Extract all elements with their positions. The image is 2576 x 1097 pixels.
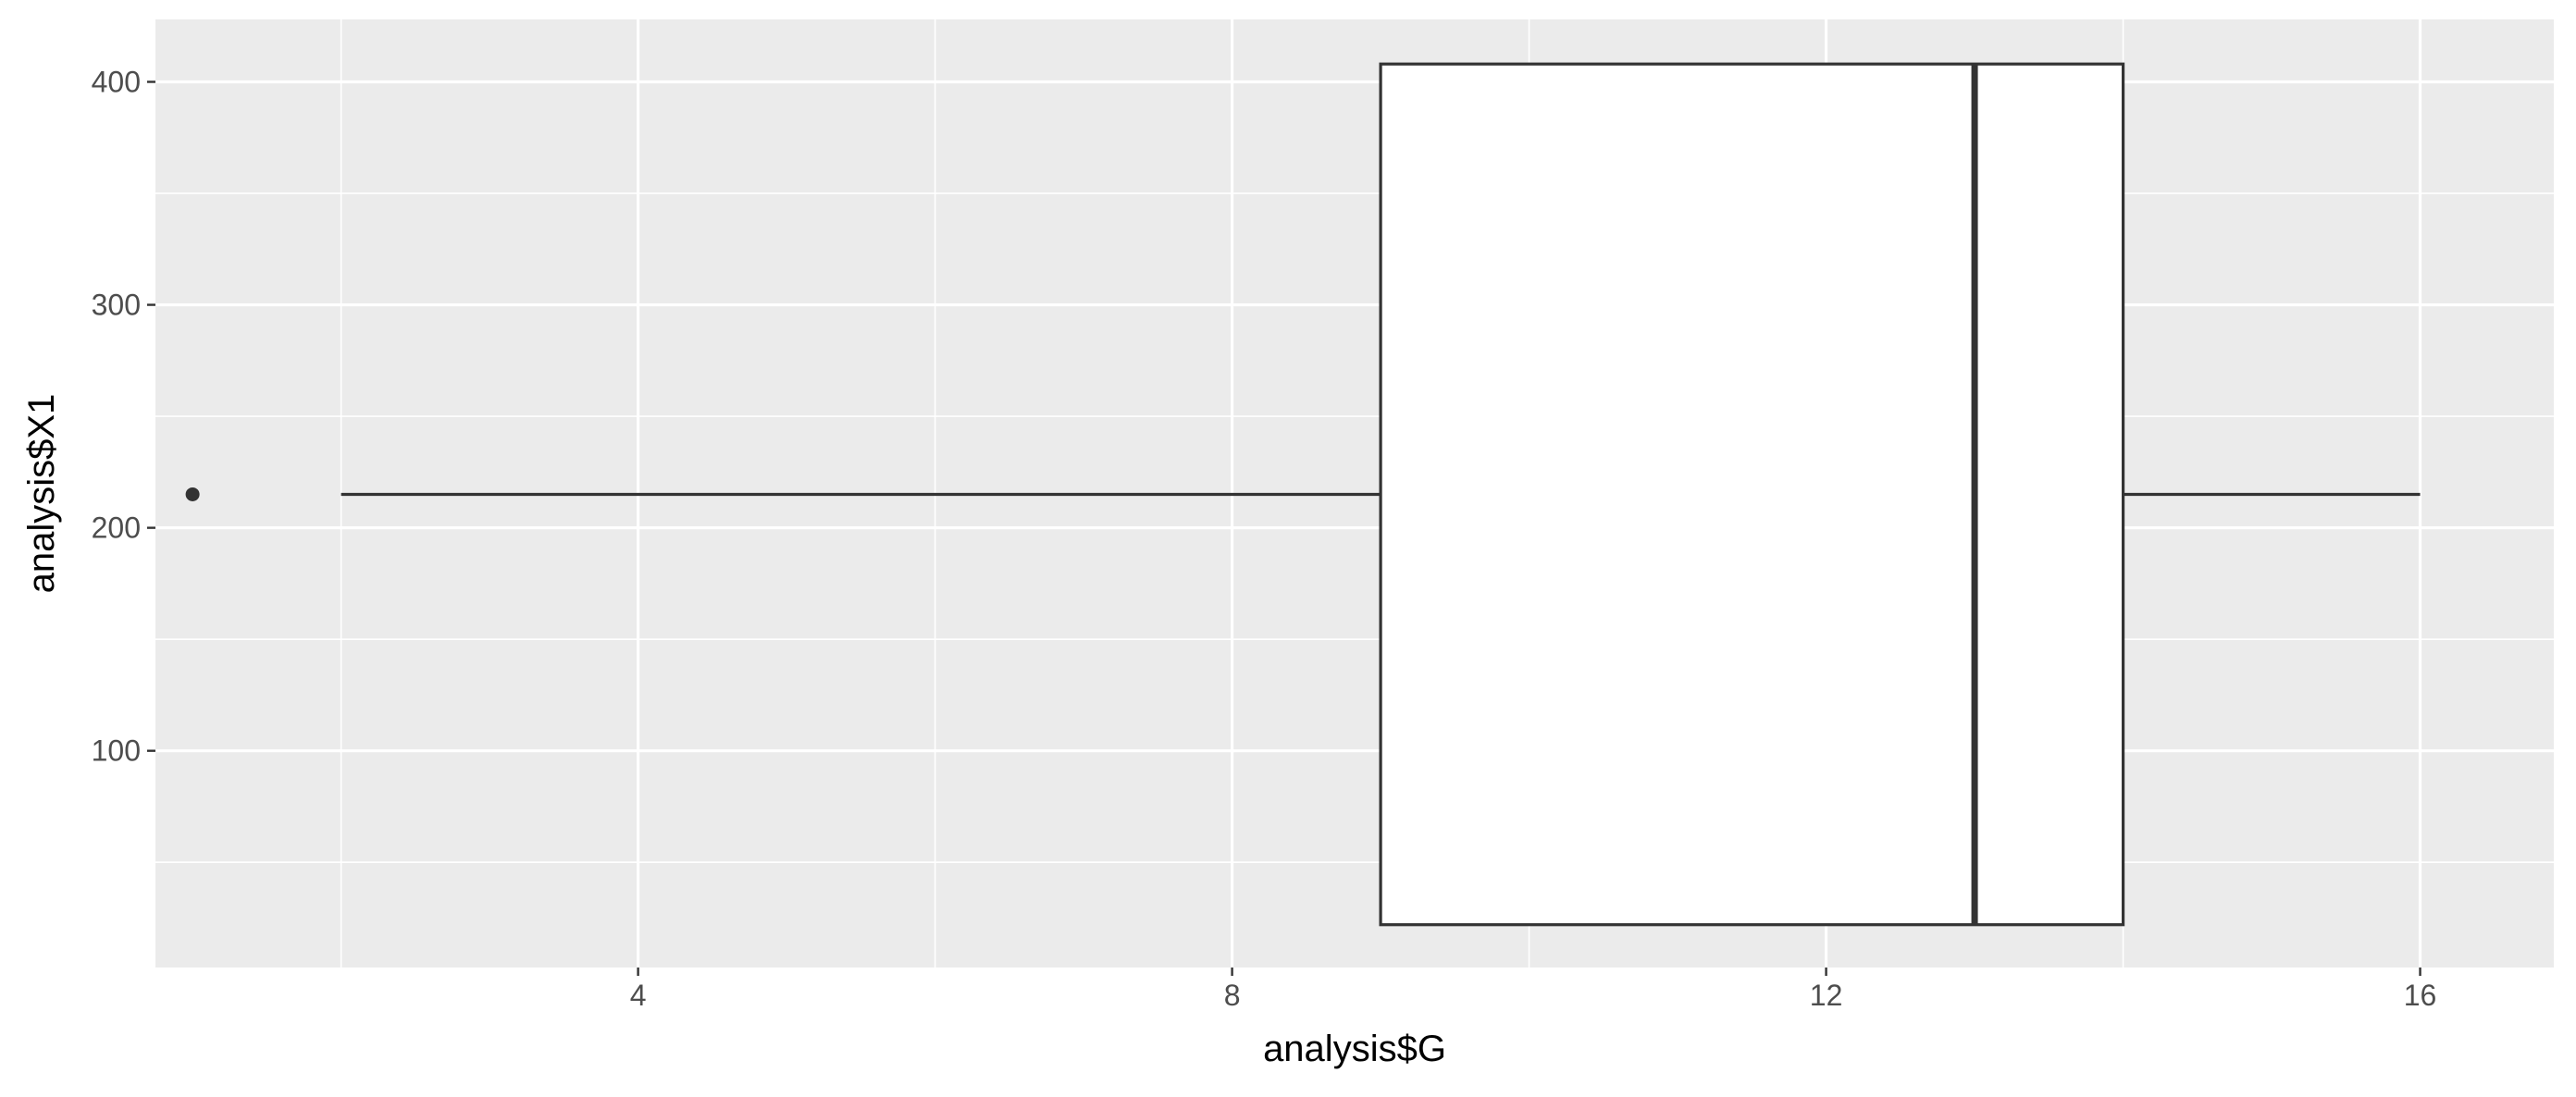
y-axis: 100 200 300 400 bbox=[92, 65, 155, 768]
x-tick-label: 4 bbox=[630, 979, 647, 1012]
y-tick-label: 200 bbox=[92, 512, 141, 545]
box-marks bbox=[185, 62, 2421, 927]
y-tick-label: 300 bbox=[92, 289, 141, 322]
interquartile-box bbox=[1379, 62, 2125, 927]
y-axis-title: analysis$X1 bbox=[21, 394, 62, 594]
x-tick-label: 12 bbox=[1810, 979, 1843, 1012]
x-tick-label: 8 bbox=[1224, 979, 1241, 1012]
x-axis-title: analysis$G bbox=[1263, 1029, 1446, 1069]
y-tick-label: 100 bbox=[92, 734, 141, 768]
y-tick-label: 400 bbox=[92, 65, 141, 98]
x-tick-label: 16 bbox=[2404, 979, 2437, 1012]
x-axis: 4 8 12 16 bbox=[630, 968, 2437, 1012]
outlier-point bbox=[185, 487, 200, 501]
